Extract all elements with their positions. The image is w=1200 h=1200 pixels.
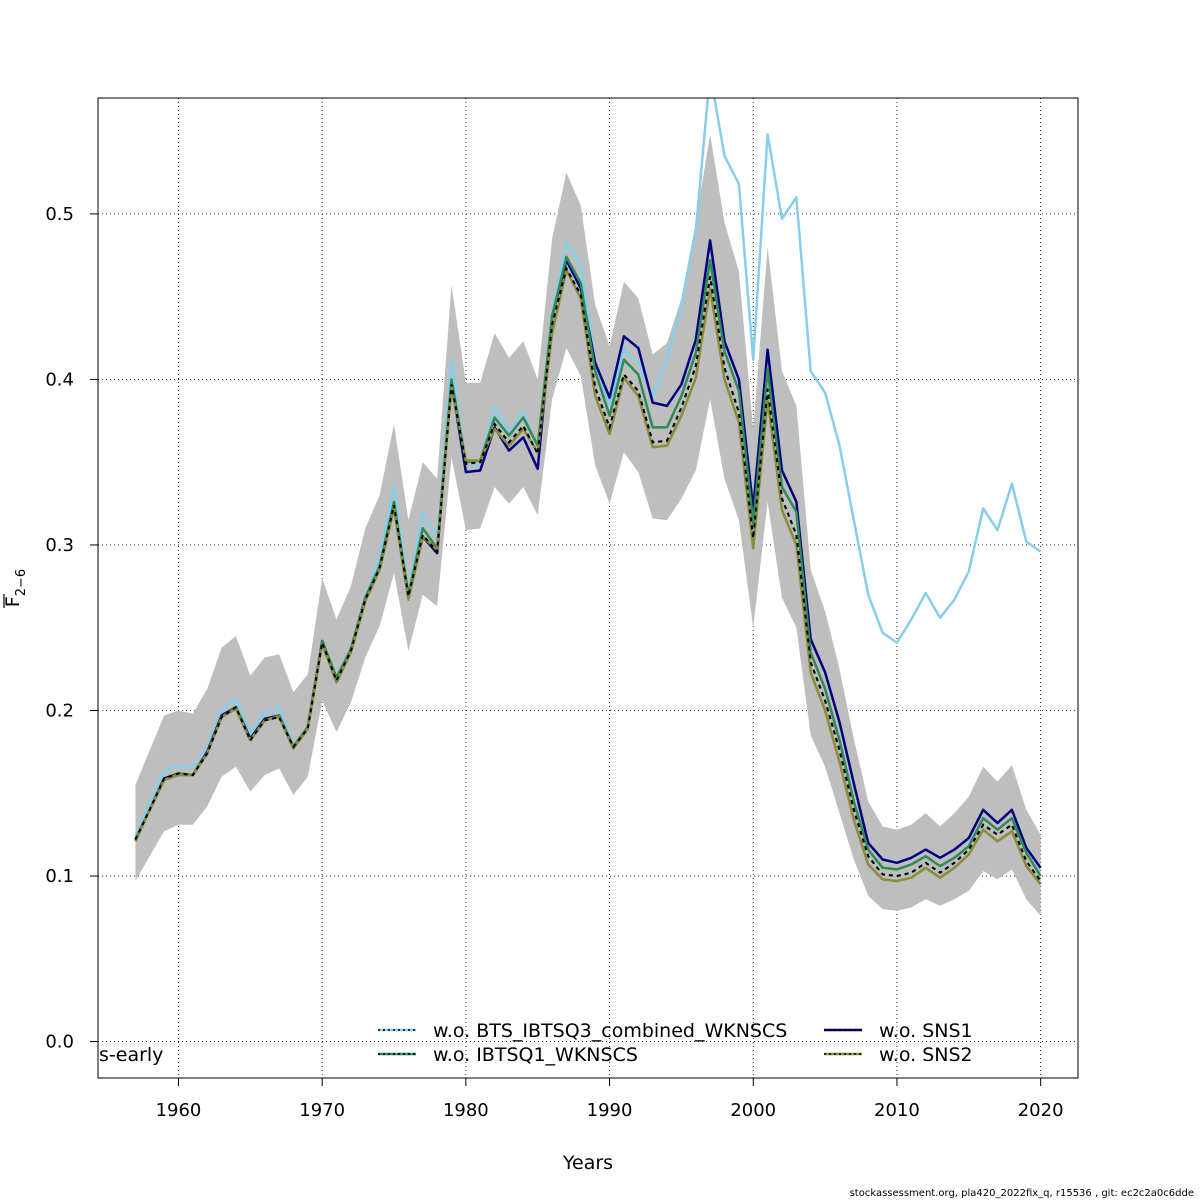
x-tick-label: 2010: [874, 1100, 920, 1121]
series-line-base-overlay: [134, 265, 1042, 882]
x-tick-label: 1980: [443, 1100, 489, 1121]
y-tick-label: 0.0: [45, 1032, 74, 1053]
x-axis: 1960 1970 1980 1990 2000 2010 2020: [156, 1077, 1064, 1121]
confidence-band-group: [135, 134, 1041, 916]
corner-label: s-early: [99, 1044, 163, 1066]
x-tick-label: 2000: [730, 1100, 776, 1121]
x-tick-label: 2020: [1018, 1100, 1064, 1121]
y-axis-title: F2−6: [2, 569, 29, 607]
x-tick-label: 1970: [299, 1100, 345, 1121]
series-group: [134, 98, 1042, 886]
x-tick-label: 1960: [156, 1100, 202, 1121]
y-axis: 0.0 0.1 0.2 0.3 0.4 0.5: [45, 204, 99, 1053]
legend-label: w.o. IBTSQ1_WKNSCS: [433, 1044, 638, 1066]
x-tick-label: 1990: [587, 1100, 633, 1121]
confidence-band: [135, 134, 1041, 916]
y-axis-title-main: F: [2, 596, 24, 607]
x-axis-title: Years: [562, 1152, 613, 1174]
y-axis-title-subscript: 2−6: [14, 569, 29, 596]
footer-text: stockassessment.org, pla420_2022fix_q, r…: [850, 1188, 1194, 1199]
legend-label: w.o. SNS1: [879, 1020, 973, 1042]
y-tick-label: 0.5: [45, 204, 74, 225]
y-tick-label: 0.1: [45, 866, 74, 887]
legend-label: w.o. SNS2: [879, 1044, 973, 1066]
y-tick-label: 0.4: [45, 369, 74, 390]
y-tick-label: 0.3: [45, 535, 74, 556]
series-line-1: [134, 98, 1042, 837]
y-axis-title-group: F2−6: [2, 569, 29, 608]
y-tick-label: 0.2: [45, 701, 74, 722]
legend-label: w.o. BTS_IBTSQ3_combined_WKNSCS: [433, 1020, 787, 1042]
